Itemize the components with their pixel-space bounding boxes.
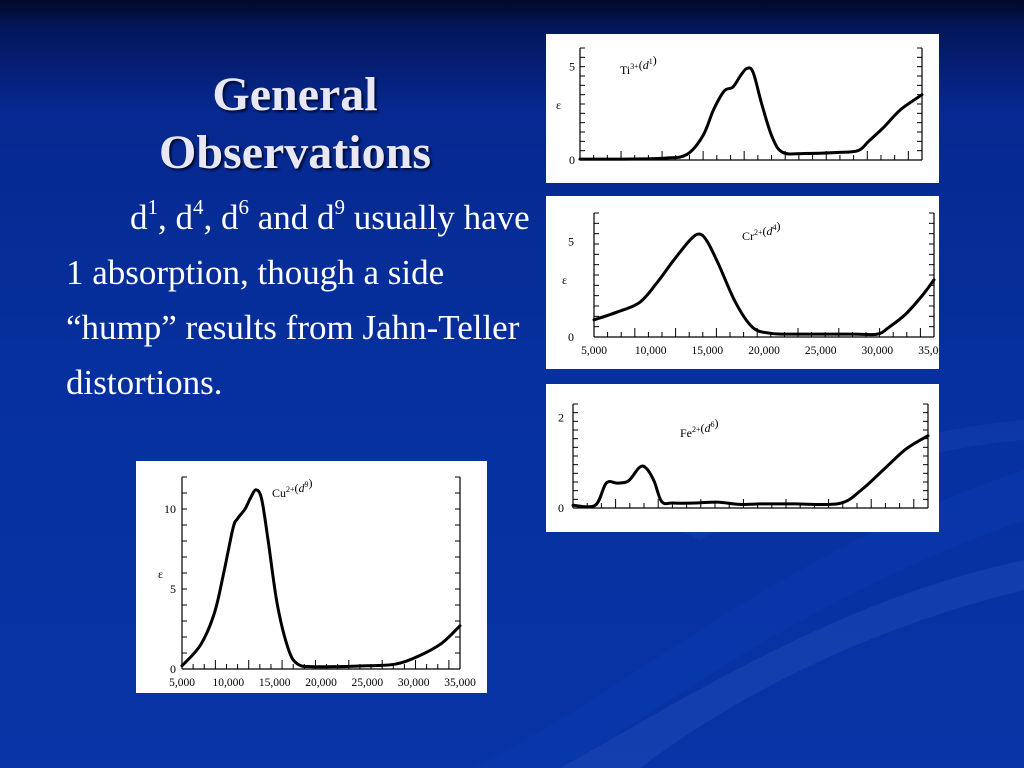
series-label-part: 3+ [630, 62, 639, 71]
y-tick-label: 0 [170, 662, 176, 676]
series-label-part: Ti [620, 63, 631, 77]
body-text-run: , d [158, 198, 193, 237]
superscript: 9 [334, 195, 346, 220]
series-label-part: ) [777, 219, 781, 233]
body-text-run: d [130, 198, 148, 237]
absorption-curve-cr [592, 232, 936, 337]
y-tick-label: 5 [170, 582, 176, 596]
absorption-curve-fe [571, 434, 930, 509]
title-line-2: Observations [158, 126, 431, 180]
series-label-part: 2+ [692, 425, 701, 434]
series-label-part: 2+ [754, 228, 763, 237]
series-label-part: ) [653, 53, 657, 67]
y-tick-label: 2 [558, 411, 564, 425]
chart-cr-d4-svg: 5 0 5,000 10,000 15,000 20,000 25,000 30,000 35,… [562, 212, 939, 357]
x-tick-label: 30,000 [862, 345, 894, 357]
y-tick-label: 0 [569, 153, 575, 167]
x-tick-label: 10,000 [213, 677, 245, 689]
series-label-part: d [767, 224, 774, 238]
x-tick-label: 25,000 [805, 345, 837, 357]
series-label-part: 2+ [286, 485, 295, 494]
chart-ti-d1: 5 0 ε Ti3+(d1) [546, 34, 939, 183]
x-tick-label: 25,000 [352, 677, 384, 689]
x-tick-label: 20,000 [305, 677, 337, 689]
title-line-1: General [212, 68, 378, 122]
x-tick-label: 20,000 [748, 345, 780, 357]
series-label-part: 1 [649, 57, 653, 66]
series-label-part: ( [701, 421, 705, 435]
series-label-part: ( [763, 224, 767, 238]
series-label-part: d [299, 481, 306, 495]
y-tick-label: 5 [568, 235, 574, 249]
series-label-part: Fe [680, 426, 692, 440]
chart-fe-d6: 2 0 Fe2+(d6) [546, 384, 939, 532]
x-tick-label: 10,000 [635, 345, 667, 357]
y-tick-label: 0 [568, 330, 574, 344]
body-text-run: , d [203, 198, 239, 237]
series-label-part: ( [295, 481, 299, 495]
y-tick-label: 10 [164, 502, 176, 516]
series-label-part: 6 [711, 420, 715, 429]
series-label: Cu2+(d9) [272, 476, 313, 500]
body-text-run: and d [249, 198, 335, 237]
series-label-part: 9 [305, 480, 309, 489]
x-tick-label: 35,000 [918, 345, 939, 357]
chart-cr-d4: 5 0 5,000 10,000 15,000 20,000 25,000 30,000 35,… [546, 196, 939, 369]
absorption-curve-cu [180, 488, 462, 669]
x-tick-label: 15,000 [259, 677, 291, 689]
series-label: Fe2+(d6) [680, 416, 719, 440]
series-label-part: Cr [742, 229, 754, 243]
chart-fe-d6-svg: 2 0 Fe2+(d6) [558, 403, 930, 515]
superscript: 6 [238, 195, 250, 220]
y-axis-label: ε [556, 98, 561, 112]
series-label-part: ( [639, 58, 643, 72]
series-label-part: ) [715, 416, 719, 430]
chart-ti-d1-svg: 5 0 ε Ti3+(d1) [556, 47, 924, 167]
x-tick-label: 30,000 [398, 677, 430, 689]
y-tick-label: 5 [569, 60, 575, 74]
body-text-run: usually have 1 absorption, though a side… [66, 198, 530, 402]
series-label-part: Cu [272, 486, 286, 500]
x-tick-label: 5,000 [581, 345, 607, 357]
series-label: Ti3+(d1) [620, 53, 657, 77]
y-axis-label: ε [562, 273, 567, 287]
series-label-part: 4 [773, 223, 777, 232]
absorption-curve-ti [578, 66, 924, 161]
x-tick-label: 35,000 [444, 677, 476, 689]
series-label-part: ) [309, 476, 313, 490]
chart-cu-d9-svg: 10 5 05,000 10,000 15,000 20,000 25,000 30,000 3… [158, 476, 476, 689]
series-label-part: d [705, 421, 712, 435]
body-text: d1, d4, d6 and d9 usually have 1 absorpt… [66, 190, 546, 410]
series-label: Cr2+(d4) [742, 219, 781, 243]
series-label-part: d [643, 58, 650, 72]
superscript: 1 [147, 195, 159, 220]
slide-title: General Observations [100, 66, 490, 182]
y-tick-label: 0 [558, 501, 564, 515]
chart-cu-d9: 10 5 0 5,000 10,000 15,000 20,000 25,000 30,000 3… [136, 461, 487, 693]
superscript: 4 [193, 195, 204, 220]
x-tick-label: 15,000 [692, 345, 724, 357]
y-axis-label: ε [158, 567, 163, 581]
x-tick-label: 5,000 [169, 677, 195, 689]
